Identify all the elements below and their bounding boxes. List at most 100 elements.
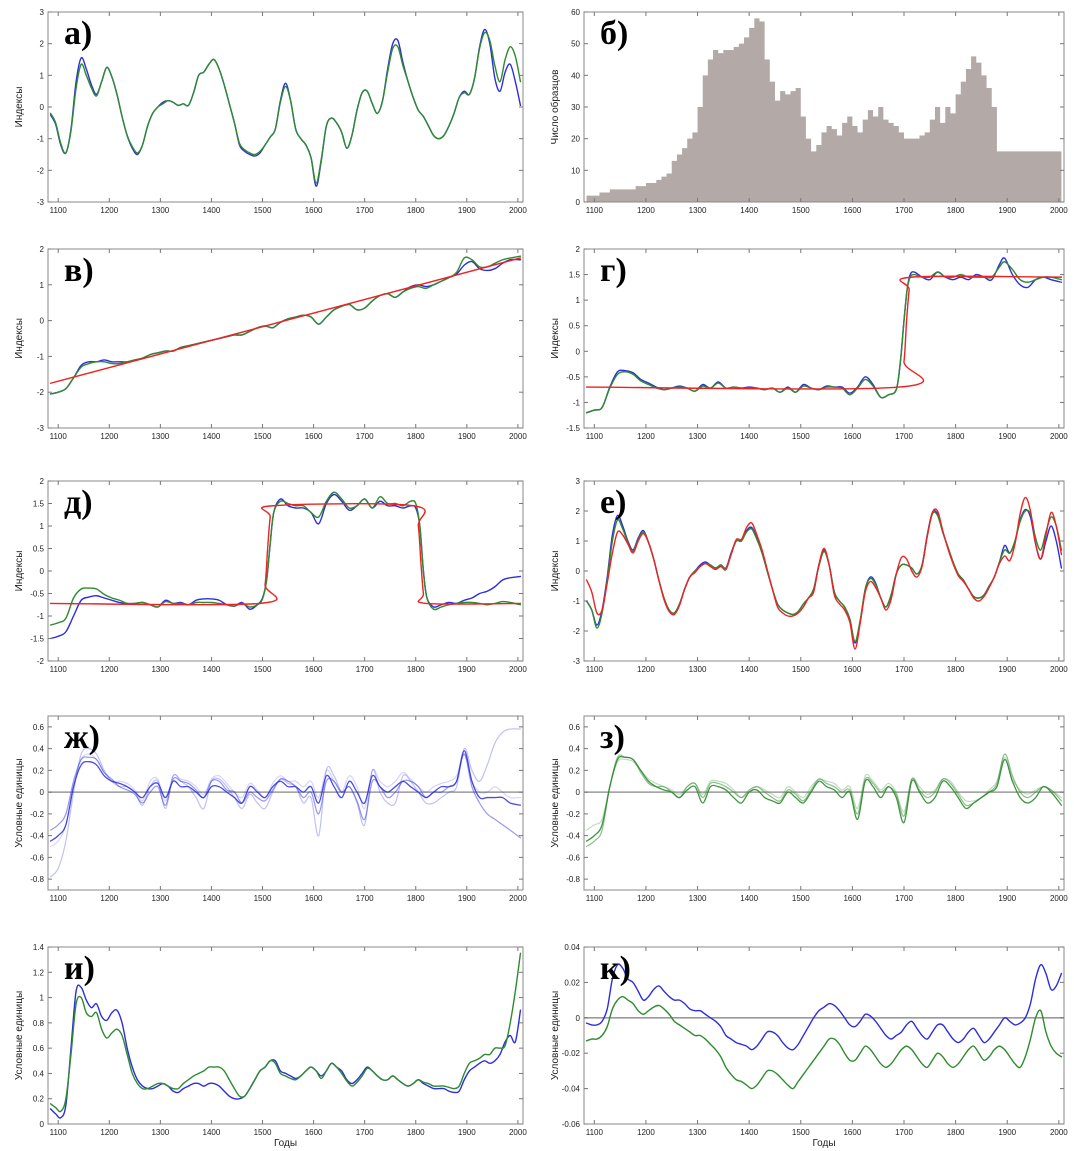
y-tick-label: -0.2 (566, 810, 580, 819)
y-tick-label: 60 (571, 8, 580, 17)
x-tick-label: 1400 (740, 894, 758, 903)
y-tick-label: -0.06 (562, 1120, 581, 1129)
x-tick-label: 1200 (100, 206, 118, 215)
y-tick-label: 1 (40, 522, 45, 531)
y-tick-label: -1 (37, 352, 45, 361)
x-tick-label: 1300 (151, 665, 169, 674)
x-tick-label: 1100 (50, 665, 68, 674)
y-axis-label: Число образцов (549, 70, 561, 145)
x-tick-label: 1800 (407, 1128, 425, 1137)
x-tick-label: 1900 (458, 206, 476, 215)
x-tick-label: 2000 (1050, 665, 1068, 674)
x-tick-label: 1400 (203, 432, 221, 441)
panel-i: 1100 1200 1300 1400 1500 1600 1700 1800 1900 2000… (14, 943, 527, 1149)
y-tick-label: 0 (576, 1014, 581, 1023)
y-tick-label: -0.5 (30, 590, 44, 599)
y-tick-label: -2 (37, 166, 45, 175)
x-tick-label: 1800 (947, 894, 965, 903)
plot-frame (47, 715, 524, 891)
y-tick-label: 3 (576, 477, 581, 486)
panel-label: и) (64, 950, 95, 987)
y-tick-label: -0.6 (30, 853, 44, 862)
x-tick-label: 1100 (50, 206, 68, 215)
x-tick-label: 1300 (689, 432, 707, 441)
y-tick-label: 2 (40, 40, 45, 49)
x-tick-label: 1800 (407, 665, 425, 674)
x-tick-label: 1300 (689, 206, 707, 215)
x-tick-label: 1300 (151, 1128, 169, 1137)
x-tick-label: 1500 (254, 432, 272, 441)
green-series-1 (49, 31, 522, 184)
y-tick-label: 1 (40, 994, 45, 1003)
y-tick-label: -2 (573, 627, 581, 636)
x-tick-label: 1200 (637, 432, 655, 441)
panel-label: а) (64, 15, 92, 52)
y-tick-label: 0 (40, 788, 45, 797)
panel-g: 1100 1200 1300 1400 1500 1600 1700 1800 1900 2000… (550, 245, 1068, 441)
series-group (585, 753, 1063, 848)
x-tick-label: 1100 (50, 432, 68, 441)
x-tick-label: 1400 (740, 206, 758, 215)
x-tick-label: 1700 (356, 432, 374, 441)
y-tick-label: 0.6 (33, 723, 45, 732)
y-tick-label: -0.4 (30, 832, 44, 841)
x-tick-label: 1800 (407, 894, 425, 903)
x-tick-label: 1200 (637, 1128, 655, 1137)
y-tick-label: 0 (576, 567, 581, 576)
x-tick-label: 1100 (50, 1128, 68, 1137)
plot-frame (47, 248, 524, 429)
y-tick-label: 1.5 (569, 271, 581, 280)
x-tick-label: 1500 (792, 665, 810, 674)
x-tick-label: 1200 (100, 432, 118, 441)
panel-v: 1100 1200 1300 1400 1500 1600 1700 1800 1900 2000… (14, 245, 527, 441)
x-axis-label: Годы (812, 1138, 835, 1149)
y-tick-label: 0 (40, 317, 45, 326)
y-axis-label: Индексы (14, 87, 25, 128)
y-tick-label: -1 (573, 597, 581, 606)
y-tick-label: -0.02 (562, 1049, 581, 1058)
y-tick-label: 0.2 (33, 766, 45, 775)
x-tick-label: 1700 (356, 665, 374, 674)
y-tick-label: 1.5 (33, 500, 45, 509)
y-tick-label: 10 (571, 166, 580, 175)
panel-label: д) (64, 484, 93, 521)
y-tick-label: -2 (37, 388, 45, 397)
x-tick-label: 1100 (50, 894, 68, 903)
x-tick-label: 1100 (586, 1128, 604, 1137)
x-tick-label: 1400 (740, 665, 758, 674)
y-tick-label: -0.5 (566, 373, 580, 382)
y-tick-label: 0.4 (33, 1069, 45, 1078)
x-tick-label: 2000 (1050, 206, 1068, 215)
x-tick-label: 1700 (895, 665, 913, 674)
x-tick-label: 1500 (254, 894, 272, 903)
x-tick-label: 1700 (356, 206, 374, 215)
x-tick-label: 1800 (947, 1128, 965, 1137)
x-tick-label: 1800 (407, 432, 425, 441)
y-axis-label: Индексы (550, 551, 561, 592)
series-group (49, 255, 522, 395)
y-tick-label: 1 (40, 281, 45, 290)
x-tick-label: 1700 (895, 1128, 913, 1137)
y-tick-label: -1 (37, 135, 45, 144)
y-tick-label: 0 (576, 788, 581, 797)
x-tick-label: 1200 (637, 894, 655, 903)
x-tick-label: 1900 (998, 432, 1016, 441)
y-tick-label: 0 (40, 103, 45, 112)
y-tick-label: -0.6 (566, 853, 580, 862)
y-tick-label: 0 (576, 347, 581, 356)
y-tick-label: 2 (40, 477, 45, 486)
panel-b: 1100 1200 1300 1400 1500 1600 1700 1800 1900 2000… (549, 8, 1068, 215)
x-tick-label: 1400 (740, 1128, 758, 1137)
x-tick-label: 1400 (740, 432, 758, 441)
y-tick-label: 0 (40, 1120, 45, 1129)
red-series-2 (585, 275, 1063, 390)
x-tick-label: 1900 (458, 432, 476, 441)
x-tick-label: 1300 (689, 1128, 707, 1137)
y-tick-label: 0.2 (569, 766, 581, 775)
y-tick-label: 0.4 (569, 745, 581, 754)
x-tick-label: 1600 (305, 432, 323, 441)
panel-zh: 1100 1200 1300 1400 1500 1600 1700 1800 1900 2000… (14, 715, 527, 903)
y-tick-label: 3 (40, 8, 45, 17)
y-tick-label: 0.4 (33, 745, 45, 754)
